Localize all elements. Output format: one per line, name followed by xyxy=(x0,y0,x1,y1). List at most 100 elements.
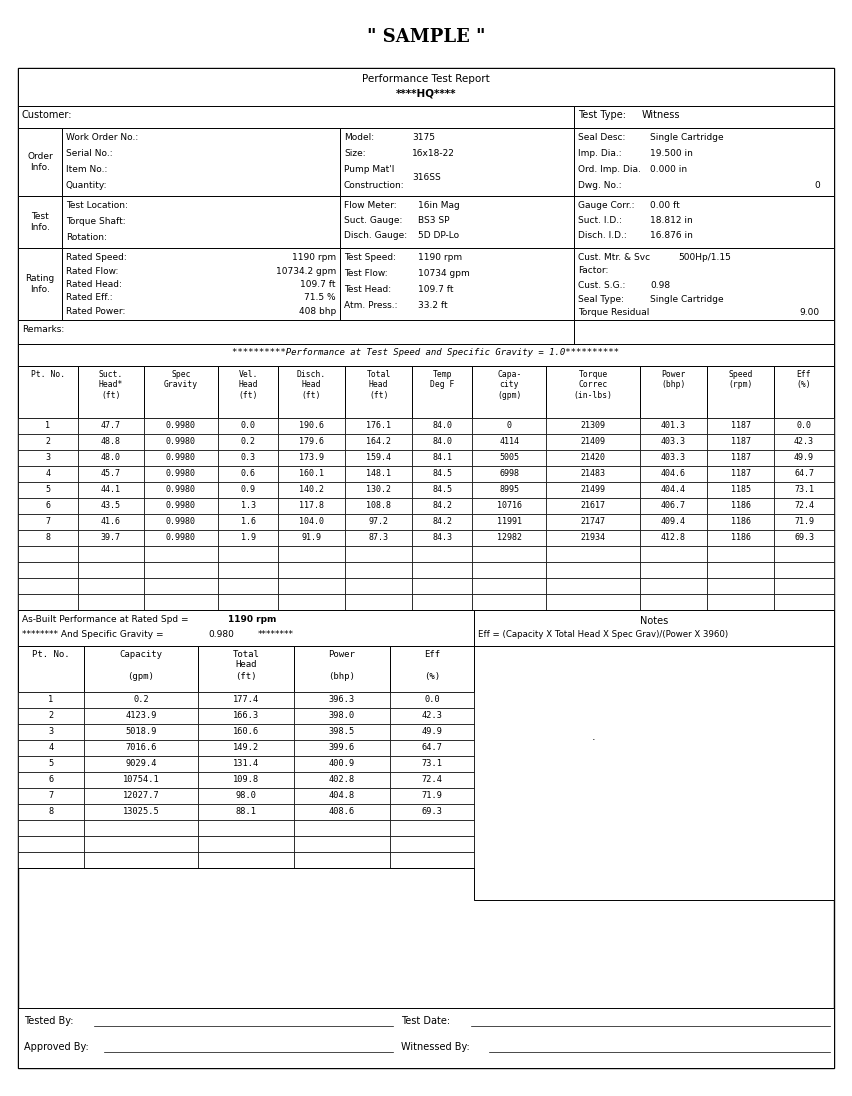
Bar xyxy=(472,482,546,498)
Bar xyxy=(390,772,474,788)
Text: 10734.2 gpm: 10734.2 gpm xyxy=(276,266,336,275)
Text: 409.4: 409.4 xyxy=(661,517,686,526)
Text: Construction:: Construction: xyxy=(344,181,405,190)
Bar xyxy=(84,820,198,836)
Text: Test Head:: Test Head: xyxy=(344,285,391,294)
Bar xyxy=(18,692,84,708)
Bar xyxy=(278,546,345,562)
Bar xyxy=(198,852,294,868)
Bar xyxy=(546,546,640,562)
Bar xyxy=(278,434,345,450)
Text: **********Performance at Test Speed and Specific Gravity = 1.0**********: **********Performance at Test Speed and … xyxy=(233,349,619,357)
Bar xyxy=(144,594,218,610)
Bar xyxy=(574,128,834,196)
Bar xyxy=(640,418,707,434)
Bar xyxy=(18,756,84,772)
Bar xyxy=(707,514,774,530)
Bar xyxy=(390,788,474,804)
Bar xyxy=(640,366,707,418)
Text: Suct. I.D.:: Suct. I.D.: xyxy=(578,216,622,225)
Bar xyxy=(278,482,345,498)
Bar xyxy=(546,418,640,434)
Bar xyxy=(18,530,78,546)
Text: 0.9980: 0.9980 xyxy=(166,517,196,526)
Bar xyxy=(774,450,834,466)
Text: Test Date:: Test Date: xyxy=(401,1016,451,1026)
Text: 42.3: 42.3 xyxy=(794,437,814,446)
Text: 33.2 ft: 33.2 ft xyxy=(418,301,447,310)
Bar xyxy=(198,836,294,852)
Bar xyxy=(774,546,834,562)
Text: 21409: 21409 xyxy=(581,437,606,446)
Text: BS3 SP: BS3 SP xyxy=(418,216,450,225)
Bar xyxy=(294,836,390,852)
Bar xyxy=(84,724,198,740)
Bar xyxy=(546,450,640,466)
Bar xyxy=(294,708,390,724)
Bar xyxy=(84,772,198,788)
Text: 9.00: 9.00 xyxy=(800,308,820,317)
Bar xyxy=(390,646,474,692)
Text: Eff = (Capacity X Total Head X Spec Grav)/(Power X 3960): Eff = (Capacity X Total Head X Spec Grav… xyxy=(478,630,728,639)
Bar xyxy=(412,482,472,498)
Bar xyxy=(198,708,294,724)
Text: Remarks:: Remarks: xyxy=(22,326,64,334)
Text: 179.6: 179.6 xyxy=(299,437,324,446)
Bar xyxy=(278,514,345,530)
Bar xyxy=(472,546,546,562)
Bar xyxy=(18,788,84,804)
Bar xyxy=(18,562,78,578)
Text: Torque Residual: Torque Residual xyxy=(578,308,649,317)
Text: 72.4: 72.4 xyxy=(422,775,442,784)
Bar xyxy=(472,434,546,450)
Bar xyxy=(340,128,574,196)
Text: 1187: 1187 xyxy=(730,469,751,478)
Bar xyxy=(774,434,834,450)
Bar xyxy=(640,562,707,578)
Text: 176.1: 176.1 xyxy=(366,421,391,430)
Text: 0.3: 0.3 xyxy=(240,453,256,463)
Bar xyxy=(278,366,345,418)
Text: Factor:: Factor: xyxy=(578,266,608,275)
Text: 3175: 3175 xyxy=(412,133,435,142)
Bar xyxy=(18,594,78,610)
Bar xyxy=(84,852,198,868)
Text: 159.4: 159.4 xyxy=(366,453,391,463)
Bar xyxy=(294,646,390,692)
Text: Cust. Mtr. & Svc: Cust. Mtr. & Svc xyxy=(578,253,650,262)
Text: (ft): (ft) xyxy=(235,672,256,681)
Bar xyxy=(390,820,474,836)
Text: 4114: 4114 xyxy=(499,437,519,446)
Text: Total
Head
(ft): Total Head (ft) xyxy=(366,370,391,400)
Bar xyxy=(218,482,278,498)
Text: 48.8: 48.8 xyxy=(101,437,121,446)
Text: 1190 rpm: 1190 rpm xyxy=(228,615,276,624)
Bar xyxy=(62,248,340,320)
Bar xyxy=(18,366,78,418)
Text: Speed
(rpm): Speed (rpm) xyxy=(728,370,752,389)
Text: 1190 rpm: 1190 rpm xyxy=(292,253,336,262)
Text: 49.9: 49.9 xyxy=(422,727,442,737)
Bar xyxy=(412,498,472,514)
Text: Rated Head:: Rated Head: xyxy=(66,279,122,289)
Text: 98.0: 98.0 xyxy=(235,791,256,800)
Text: 5D DP-Lo: 5D DP-Lo xyxy=(418,231,459,240)
Text: 69.3: 69.3 xyxy=(422,807,442,817)
Bar xyxy=(18,772,84,788)
Text: Capa-
city
(gpm): Capa- city (gpm) xyxy=(497,370,521,400)
Text: 21617: 21617 xyxy=(581,501,606,510)
Bar xyxy=(707,546,774,562)
Text: Witnessed By:: Witnessed By: xyxy=(401,1042,470,1052)
Bar xyxy=(390,756,474,772)
Bar xyxy=(774,366,834,418)
Bar xyxy=(84,740,198,756)
Bar xyxy=(84,756,198,772)
Bar xyxy=(218,594,278,610)
Text: 0.9980: 0.9980 xyxy=(166,486,196,494)
Text: 1187: 1187 xyxy=(730,421,751,430)
Bar xyxy=(198,820,294,836)
Text: 13025.5: 13025.5 xyxy=(123,807,159,817)
Bar xyxy=(278,466,345,482)
Text: Flow Meter:: Flow Meter: xyxy=(344,201,397,210)
Bar xyxy=(472,366,546,418)
